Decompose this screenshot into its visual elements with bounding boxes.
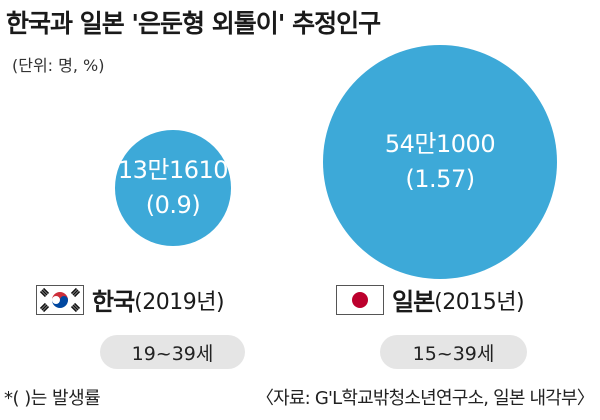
value-label-korea: 13만1610	[117, 156, 229, 185]
value-label-japan: 54만1000	[384, 130, 496, 159]
bubble-korea: 13만1610 (0.9)	[115, 130, 231, 246]
rate-label-japan: (1.57)	[405, 165, 475, 193]
country-label-japan: 일본 (2015년)	[336, 282, 525, 317]
unit-label: (단위: 명, %)	[12, 56, 105, 75]
chart-title: 한국과 일본 '은둔형 외톨이' 추정인구	[6, 9, 381, 38]
country-label-korea: 한국 (2019년)	[36, 282, 225, 317]
age-range-japan: 15~39세	[380, 335, 527, 369]
age-range-korea: 19~39세	[100, 335, 245, 369]
source-note: 〈자료: G'L학교밖청소년연구소, 일본 내각부〉	[255, 388, 595, 409]
rate-label-korea: (0.9)	[145, 190, 201, 219]
country-name-japan: 일본	[392, 288, 435, 316]
bubble-japan: 54만1000 (1.57)	[323, 45, 557, 279]
country-name-korea: 한국	[92, 288, 135, 316]
year-japan: (2015년)	[434, 289, 525, 315]
year-korea: (2019년)	[134, 289, 225, 315]
japan-flag-icon	[336, 284, 384, 315]
korea-flag-icon	[36, 284, 84, 315]
footnote: *( )는 발생률	[4, 388, 101, 409]
